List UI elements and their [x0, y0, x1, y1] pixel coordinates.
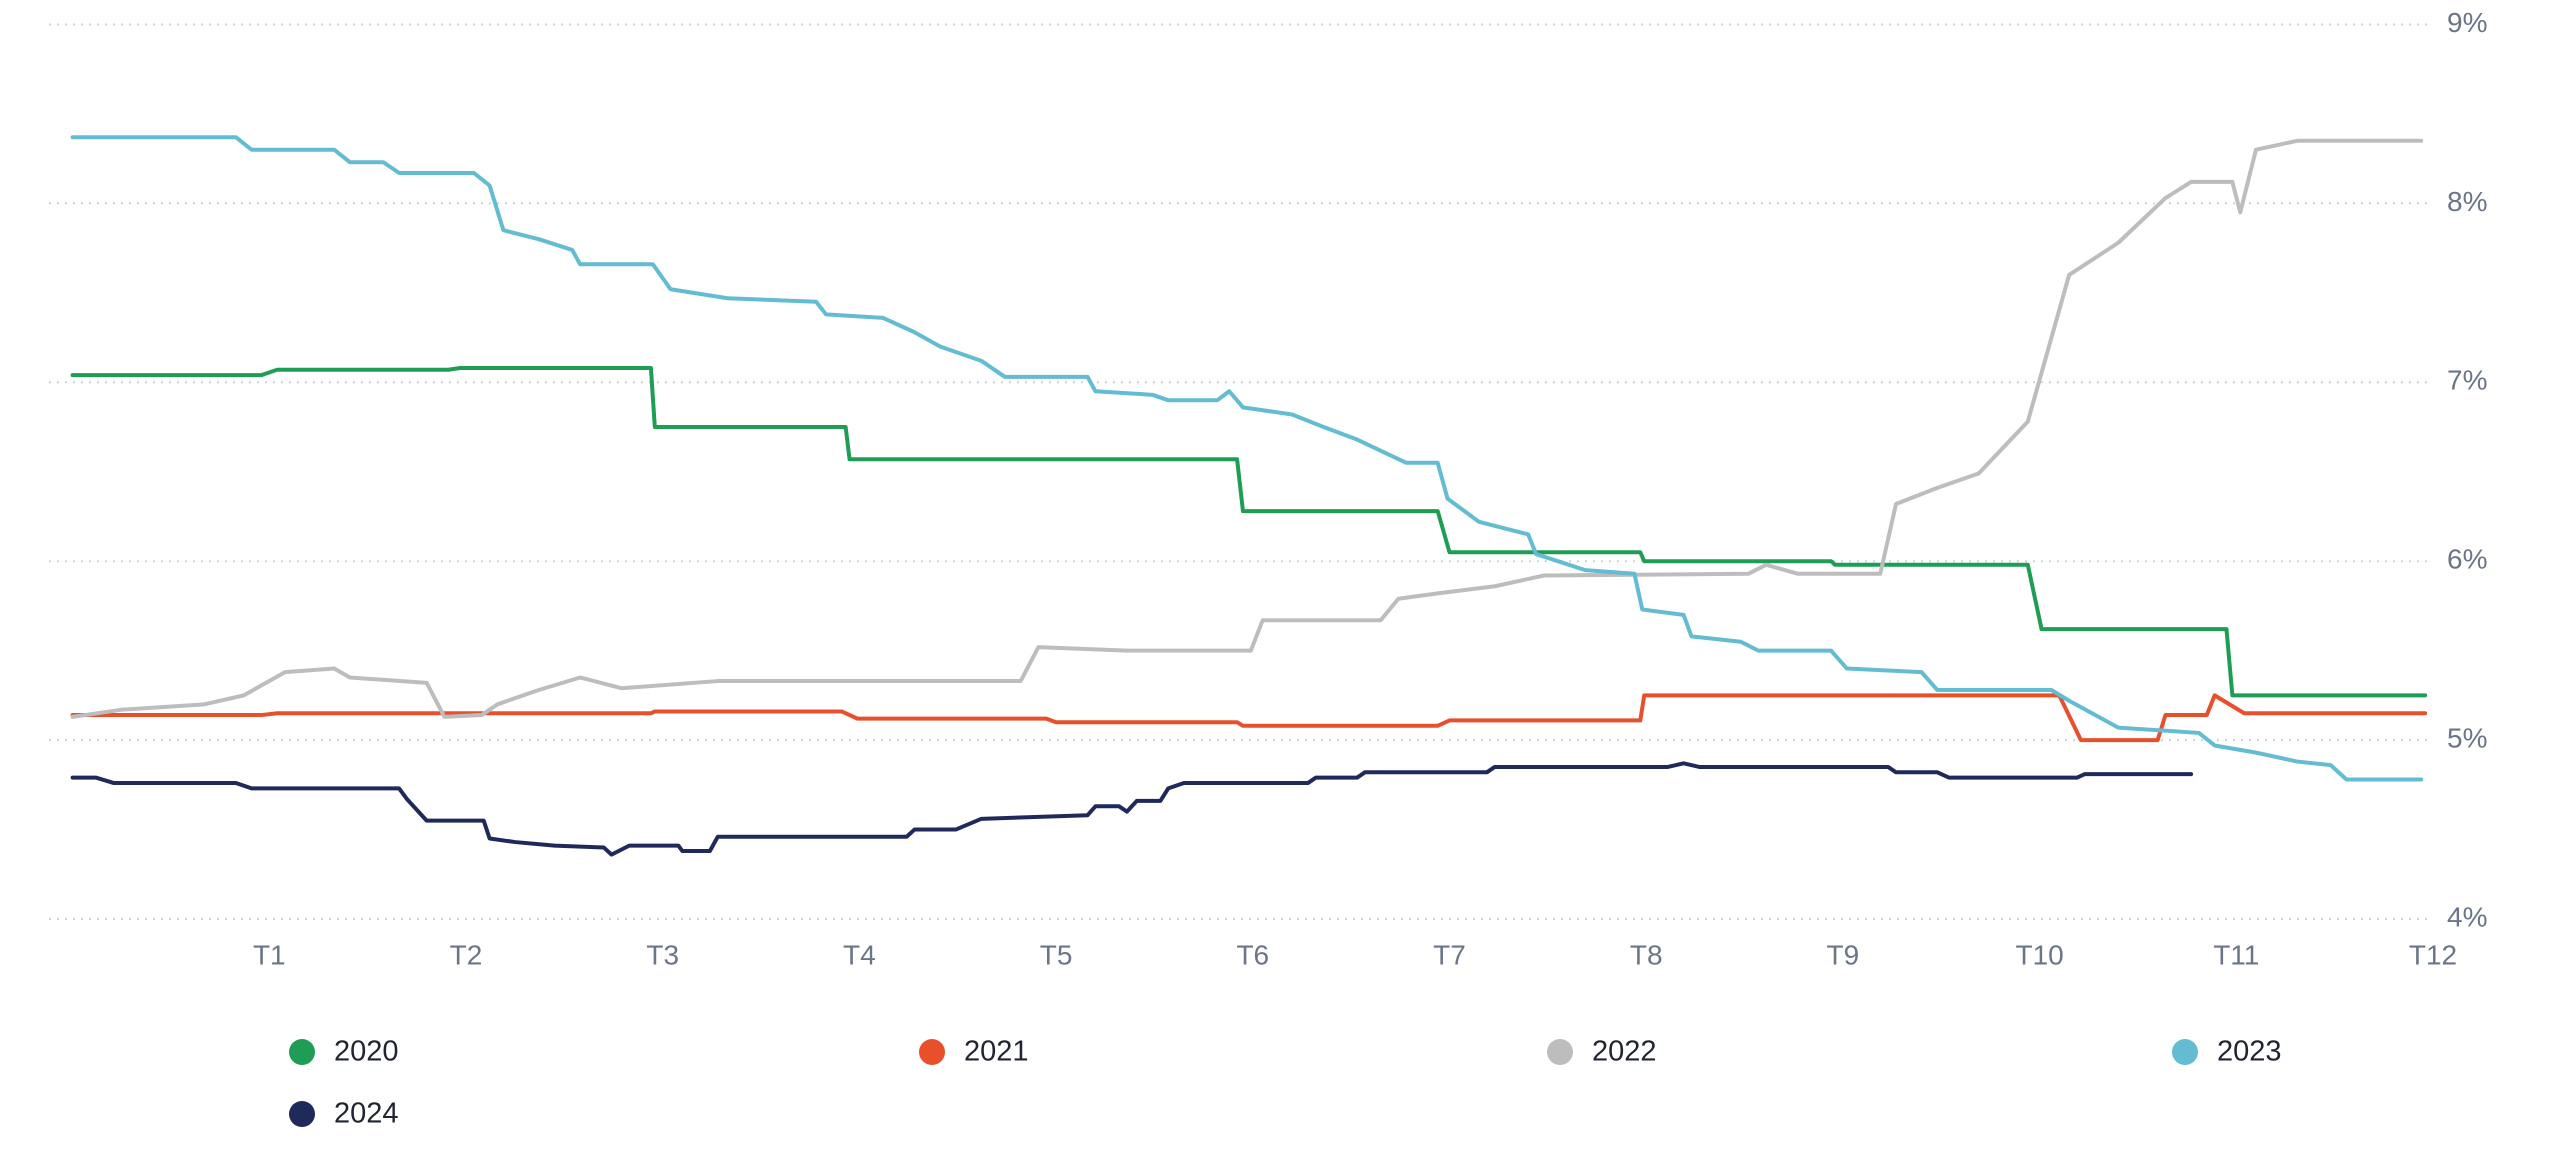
legend-item[interactable]: 2021: [919, 1036, 1029, 1068]
plot-area: [70, 135, 2428, 857]
legend-item[interactable]: 2022: [1547, 1036, 1657, 1068]
series-line: [70, 761, 2194, 857]
x-tick-label: T7: [1433, 939, 1466, 970]
x-tick-label: T10: [2015, 939, 2063, 970]
series-line: [70, 365, 2428, 698]
legend-item[interactable]: 2024: [289, 1098, 399, 1130]
legend: 2020 2021 2022 2023 2024: [289, 1036, 2282, 1130]
x-tick-label: T12: [2409, 939, 2457, 970]
legend-marker: [289, 1101, 315, 1127]
x-tick-label: T5: [1040, 939, 1073, 970]
legend-label: 2023: [2217, 1036, 2282, 1068]
legend-item[interactable]: 2023: [2172, 1036, 2282, 1068]
x-tick-label: T4: [843, 939, 876, 970]
x-tick-label: T3: [646, 939, 679, 970]
legend-marker: [1547, 1039, 1573, 1065]
legend-label: 2024: [334, 1098, 399, 1130]
y-tick-label: 4%: [2447, 901, 2487, 932]
grid: [49, 23, 2433, 920]
x-tick-label: T11: [2213, 939, 2259, 970]
y-tick-label: 8%: [2447, 186, 2487, 217]
legend-label: 2020: [334, 1036, 399, 1068]
series-line: [70, 693, 2428, 743]
legend-label: 2021: [964, 1036, 1029, 1068]
x-tick-label: T1: [253, 939, 286, 970]
series-line: [70, 135, 2424, 782]
y-tick-label: 5%: [2447, 722, 2487, 753]
legend-marker: [289, 1039, 315, 1065]
y-tick-label: 6%: [2447, 544, 2487, 575]
legend-marker: [919, 1039, 945, 1065]
x-tick-label: T9: [1827, 939, 1860, 970]
y-tick-label: 7%: [2447, 365, 2487, 396]
y-tick-label: 9%: [2447, 7, 2487, 38]
legend-label: 2022: [1592, 1036, 1657, 1068]
axes: 4% 5% 6% 7% 8% 9% T1 T2 T3 T4 T5 T6 T7 T8 T9 T10 T11 T12: [253, 7, 2488, 971]
x-tick-label: T2: [450, 939, 483, 970]
legend-item[interactable]: 2020: [289, 1036, 399, 1068]
series-line: [70, 138, 2424, 719]
x-tick-label: T8: [1630, 939, 1663, 970]
legend-marker: [2172, 1039, 2198, 1065]
x-tick-label: T6: [1236, 939, 1269, 970]
